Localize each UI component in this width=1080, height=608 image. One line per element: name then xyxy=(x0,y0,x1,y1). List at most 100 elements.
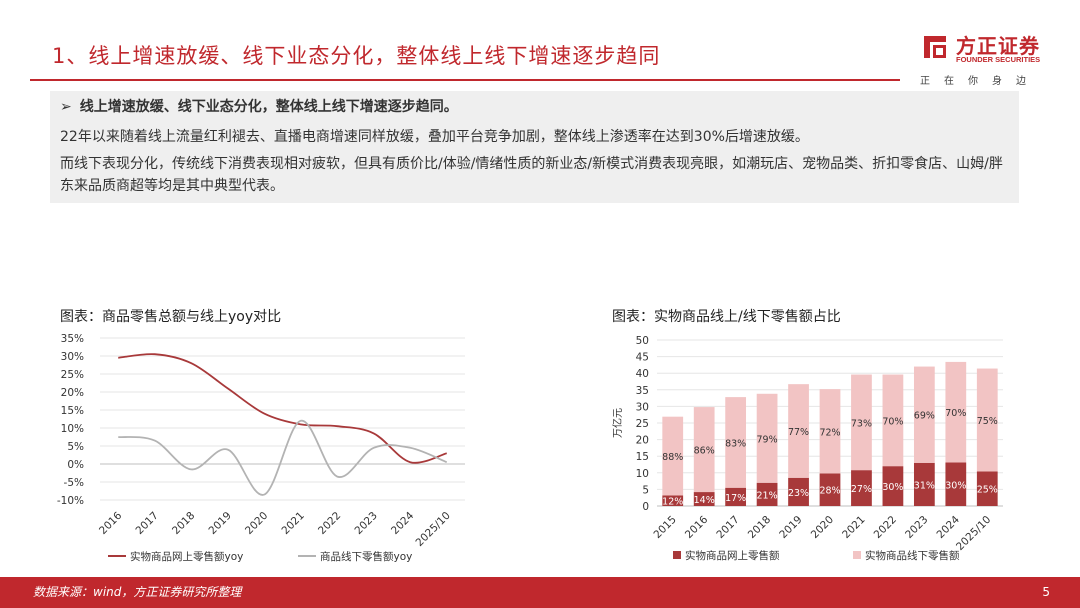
y-tick-label: 25 xyxy=(636,418,649,430)
x-tick-label: 2022 xyxy=(872,514,899,541)
x-tick-label: 2018 xyxy=(746,514,773,541)
bar-label-online: 12% xyxy=(662,497,683,508)
footer-bar: 数据来源：wind，方正证券研究所整理 5 xyxy=(0,577,1080,608)
x-tick-label: 2023 xyxy=(903,514,930,541)
bar-online xyxy=(693,492,715,506)
y-tick-label: 15 xyxy=(636,451,649,463)
bar-label-offline: 88% xyxy=(662,452,683,463)
bar-label-offline: 72% xyxy=(819,427,840,438)
x-tick-label: 2022 xyxy=(316,510,343,537)
y-tick-label: 5 xyxy=(642,484,649,496)
x-tick-label: 2016 xyxy=(97,509,125,537)
bar-label-offline: 70% xyxy=(882,416,903,427)
bar-label-online: 30% xyxy=(945,480,966,491)
bar-label-offline: 75% xyxy=(977,416,998,427)
bar-label-offline: 79% xyxy=(757,434,778,445)
bar-chart-title: 图表：实物商品线上/线下零售额占比 xyxy=(612,309,841,325)
bar-offline xyxy=(851,374,872,471)
legend-swatch xyxy=(853,551,861,559)
bar-online xyxy=(756,482,778,506)
x-tick-label: 2016 xyxy=(683,513,711,541)
bar-offline xyxy=(725,397,747,488)
bar-label-online: 31% xyxy=(914,480,935,491)
x-tick-label: 2025/10 xyxy=(414,510,453,549)
bar-online xyxy=(913,462,935,506)
bar-label-offline: 77% xyxy=(788,427,809,438)
line-chart-title: 图表：商品零售总额与线上yoy对比 xyxy=(60,309,282,325)
bar-offline xyxy=(693,407,715,493)
bar-label-offline: 86% xyxy=(694,446,715,457)
bar-offline xyxy=(945,361,967,463)
bar-online xyxy=(819,473,841,506)
bar-label-online: 25% xyxy=(977,485,998,496)
y-tick-label: 10% xyxy=(61,423,84,435)
x-tick-label: 2018 xyxy=(170,510,197,537)
logo-name-en: FOUNDER SECURITIES xyxy=(956,55,1041,64)
summary-lead: ➢ 线上增速放缓、线下业态分化，整体线上线下增速逐步趋同。 xyxy=(60,96,1009,118)
bar-offline xyxy=(662,416,684,496)
x-tick-label: 2021 xyxy=(840,514,867,541)
bar-label-offline: 83% xyxy=(725,438,746,449)
y-tick-label: 5% xyxy=(67,441,84,453)
summary-lead-text: 线上增速放缓、线下业态分化，整体线上线下增速逐步趋同。 xyxy=(79,99,458,115)
summary-paragraph-online: 22年以来随着线上流量红利褪去、直播电商增速同样放缓，叠加平台竞争加剧，整体线上… xyxy=(60,129,809,145)
bar-online xyxy=(882,466,904,506)
y-tick-label: 20 xyxy=(636,435,649,447)
bar-online xyxy=(788,477,809,506)
x-tick-label: 2020 xyxy=(809,514,836,541)
bar-online xyxy=(662,495,684,506)
legend-label: 商品线下零售额yoy xyxy=(320,550,412,563)
x-tick-label: 2024 xyxy=(935,513,963,541)
x-tick-label: 2015 xyxy=(651,514,678,541)
bar-label-offline: 69% xyxy=(914,411,935,422)
series-line-online-yoy xyxy=(118,353,448,464)
summary-box: ➢ 线上增速放缓、线下业态分化，整体线上线下增速逐步趋同。 22年以来随着线上流量… xyxy=(50,91,1019,203)
bar-label-online: 23% xyxy=(788,488,809,499)
y-tick-label: 45 xyxy=(636,352,649,364)
legend-swatch xyxy=(673,551,681,559)
x-tick-label: 2019 xyxy=(777,514,804,541)
bar-label-online: 14% xyxy=(694,495,715,506)
y-tick-label: 40 xyxy=(636,368,649,380)
x-tick-label: 2017 xyxy=(133,510,160,537)
founder-logo-icon xyxy=(924,36,946,58)
y-tick-label: 20% xyxy=(61,387,84,399)
legend-label: 实物商品线下零售额 xyxy=(865,549,960,562)
y-tick-label: 30 xyxy=(636,401,649,413)
y-tick-label: 35 xyxy=(636,385,649,397)
bar-offline xyxy=(756,393,778,483)
title-divider xyxy=(30,79,900,81)
summary-paragraph-offline: 而线下表现分化，传统线下消费表现相对疲软，但具有质价比/体验/情绪性质的新业态/… xyxy=(60,156,1003,194)
bar-offline xyxy=(882,374,904,467)
x-tick-label: 2021 xyxy=(279,510,306,537)
x-tick-label: 2017 xyxy=(714,514,741,541)
bar-offline xyxy=(788,384,809,478)
y-tick-label: 25% xyxy=(61,369,84,381)
bar-offline xyxy=(976,368,998,472)
logo-motto: 正在你身边 xyxy=(920,76,1040,87)
bar-label-online: 21% xyxy=(757,490,778,501)
logo-name-cn: 方正证券 xyxy=(956,34,1040,58)
yoy-line-chart: 35% 30% 25% 20% 15% 10% 5% 0% -5% -10% 2016 2017 201… xyxy=(57,333,465,563)
page-number: 5 xyxy=(1042,585,1050,599)
bar-label-online: 30% xyxy=(882,482,903,493)
series-line-offline-yoy xyxy=(118,419,448,496)
bar-online xyxy=(945,462,967,506)
x-tick-label: 2024 xyxy=(389,509,417,537)
x-tick-label: 2023 xyxy=(352,510,379,537)
bar-label-offline: 73% xyxy=(851,418,872,429)
y-tick-label: 0% xyxy=(67,459,84,471)
y-tick-label: 30% xyxy=(61,351,84,363)
x-tick-label: 2019 xyxy=(206,510,233,537)
bar-offline xyxy=(819,389,841,474)
y-tick-label: 15% xyxy=(61,405,84,417)
y-tick-label: 0 xyxy=(642,501,649,513)
bar-label-offline: 70% xyxy=(945,408,966,419)
x-tick-label: 2020 xyxy=(243,510,270,537)
bar-online xyxy=(976,471,998,506)
company-logo: 方正证券 FOUNDER SECURITIES 正在你身边 xyxy=(920,30,1060,87)
bar-label-online: 27% xyxy=(851,484,872,495)
data-source-note: 数据来源：wind，方正证券研究所整理 xyxy=(33,585,242,599)
y-tick-label: -5% xyxy=(64,477,84,489)
y-tick-label: 35% xyxy=(61,333,84,345)
